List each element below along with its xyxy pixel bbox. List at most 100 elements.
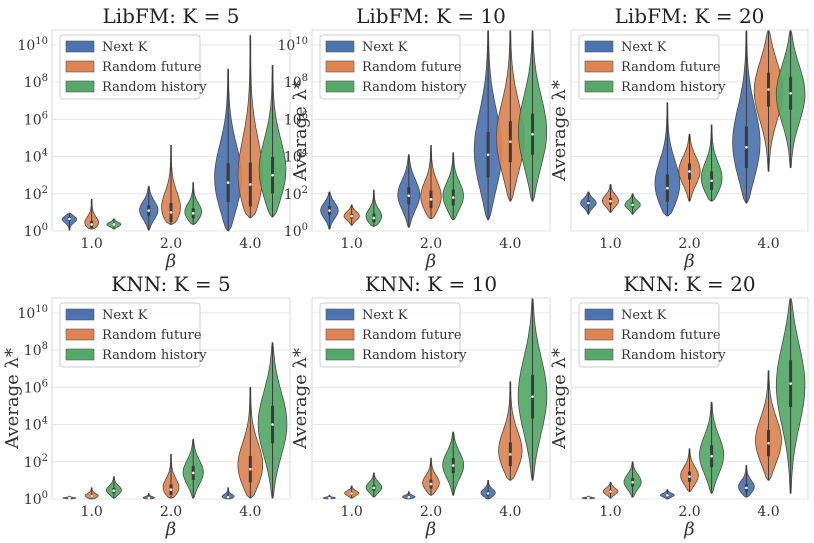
x-tick-label: 2.0: [160, 504, 182, 520]
x-tick-label: 1.0: [81, 236, 103, 252]
top-mask: [310, 18, 552, 30]
legend: Next K Random future Random history: [578, 302, 726, 368]
legend-label: Random future: [362, 60, 462, 75]
y-tick-label: 104: [284, 148, 308, 166]
legend-label: Random history: [102, 348, 207, 363]
legend: Next K Random future Random history: [59, 302, 207, 368]
violin-median: [587, 496, 590, 500]
legend-label: Random history: [102, 80, 207, 95]
x-tick-label: 4.0: [499, 504, 521, 520]
violin-median: [147, 496, 151, 500]
legend-frame: [319, 34, 461, 100]
x-tick-label: 2.0: [420, 504, 442, 520]
x-axis-label: β: [425, 519, 436, 540]
legend-swatch: [65, 60, 95, 73]
panel-title: KNN: K = 20: [623, 272, 755, 296]
x-tick-label: 1.0: [81, 504, 103, 520]
y-axis-label: Average λ*: [549, 348, 570, 450]
x-tick-label: 1.0: [341, 236, 363, 252]
x-tick-label: 2.0: [160, 236, 182, 252]
x-tick-label: 4.0: [757, 504, 779, 520]
violin-median: [710, 454, 713, 458]
legend-frame: [578, 302, 720, 368]
violin-median: [509, 140, 512, 143]
violin-median: [90, 494, 93, 498]
violin-median: [767, 441, 770, 445]
legend-label: Next K: [362, 308, 408, 323]
legend-swatch: [584, 308, 614, 321]
y-tick-label: 1010: [17, 304, 48, 322]
legend-swatch: [65, 328, 95, 341]
y-tick-label: 108: [284, 73, 308, 91]
x-tick-label: 2.0: [678, 236, 700, 252]
violin-median: [68, 217, 71, 221]
violin-median: [609, 199, 612, 203]
legend-swatch: [65, 348, 95, 361]
violin-median: [587, 201, 590, 205]
legend-swatch: [65, 308, 95, 321]
violin-median: [372, 486, 376, 490]
violin-median: [710, 179, 713, 183]
violin-median: [531, 132, 534, 136]
violin-median: [191, 212, 195, 215]
x-tick-label: 4.0: [757, 236, 779, 252]
legend-label: Random history: [362, 348, 467, 363]
x-axis-label: β: [165, 251, 176, 272]
y-axis-label: Average λ*: [2, 348, 23, 450]
violin-median: [745, 145, 748, 149]
panel-title: LibFM: K = 10: [356, 4, 506, 28]
legend-frame: [578, 34, 720, 100]
y-tick-label: 1010: [17, 36, 48, 54]
y-tick-label: 100: [284, 222, 308, 240]
violin-median: [372, 216, 376, 220]
legend-label: Random future: [362, 328, 462, 343]
legend-label: Random future: [102, 328, 202, 343]
legend-swatch: [325, 40, 355, 53]
panel-title: KNN: K = 5: [111, 272, 230, 296]
violin-median: [68, 496, 71, 500]
top-mask: [310, 286, 552, 298]
y-tick-label: 106: [284, 110, 308, 128]
panel-title: LibFM: K = 20: [615, 4, 765, 28]
violin-median: [169, 211, 173, 214]
y-tick-label: 100: [24, 490, 48, 508]
top-mask: [569, 286, 810, 298]
violin-median: [688, 475, 691, 478]
y-tick-label: 100: [24, 222, 48, 240]
x-tick-label: 4.0: [239, 504, 261, 520]
y-tick-label: 104: [24, 416, 48, 434]
violin-median: [407, 194, 411, 197]
legend-label: Next K: [621, 308, 667, 323]
top-mask: [50, 18, 292, 30]
x-tick-label: 4.0: [499, 236, 521, 252]
legend: Next K Random future Random history: [59, 34, 207, 100]
violin-median: [486, 492, 490, 495]
violin-median: [271, 423, 274, 426]
x-tick-label: 1.0: [341, 504, 363, 520]
legend-label: Random future: [621, 60, 721, 75]
y-tick-label: 106: [24, 378, 48, 396]
legend-label: Next K: [102, 40, 148, 55]
violin-median: [328, 209, 331, 212]
x-axis-label: β: [165, 519, 176, 540]
violin-median: [509, 453, 512, 456]
y-tick-label: 108: [24, 73, 48, 91]
violin-median: [429, 198, 433, 201]
legend-swatch: [65, 40, 95, 53]
panel-title: KNN: K = 10: [365, 272, 497, 296]
legend: Next K Random future Random history: [578, 34, 726, 100]
legend-frame: [319, 302, 461, 368]
panel-4: KNN: K = 5 1.0 2.0 4.0 β 100 102 104 106 108 1010 A…: [2, 272, 292, 540]
legend-swatch: [584, 328, 614, 341]
violin-median: [169, 488, 173, 491]
violin-median: [226, 181, 230, 184]
violin-median: [147, 209, 151, 212]
x-tick-label: 2.0: [420, 236, 442, 252]
legend-label: Random future: [102, 60, 202, 75]
y-tick-label: 108: [24, 341, 48, 359]
panel-6: KNN: K = 20 1.0 2.0 4.0 β Average λ* Next K Ran…: [549, 272, 810, 540]
violin-median: [666, 186, 669, 190]
violin-median: [688, 170, 691, 173]
y-tick-label: 104: [24, 148, 48, 166]
